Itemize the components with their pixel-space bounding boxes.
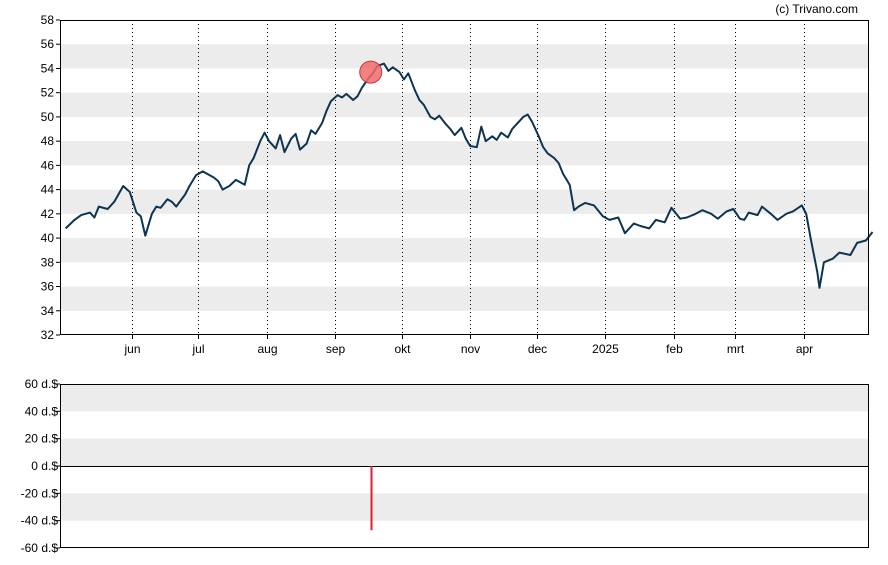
- lower-y-tick-label: -20 d.$: [21, 486, 59, 500]
- price-band: [60, 92, 869, 117]
- price-y-tick-label: 40: [41, 231, 55, 245]
- lower-y-tick-label: 60 d.$: [25, 377, 59, 391]
- price-frame: [60, 20, 869, 335]
- price-y-tick-label: 34: [41, 304, 55, 318]
- lower-y-tick-label: 0 d.$: [31, 459, 58, 473]
- price-band: [60, 141, 869, 166]
- price-panel-bands: [60, 44, 869, 311]
- price-panel-frame: [60, 20, 869, 335]
- price-y-tick-label: 32: [41, 328, 55, 342]
- price-x-tick-label: jul: [191, 342, 204, 356]
- price-x-tick-label: mrt: [727, 342, 745, 356]
- price-y-tick-label: 54: [41, 61, 55, 75]
- price-x-tick-label: okt: [394, 342, 411, 356]
- price-y-axis: 32 34 36 38 40 42 44 46 48 50 52 54 56 58: [41, 13, 60, 342]
- price-band: [60, 44, 869, 69]
- price-x-tick-label: feb: [666, 342, 683, 356]
- price-band: [60, 286, 869, 311]
- price-y-tick-label: 58: [41, 13, 55, 27]
- lower-y-tick-label: 20 d.$: [25, 432, 59, 446]
- price-x-tick-label: dec: [528, 342, 547, 356]
- price-y-tick-label: 48: [41, 134, 55, 148]
- price-y-tick-label: 36: [41, 280, 55, 294]
- price-x-tick-label: jun: [123, 342, 140, 356]
- lower-y-tick-label: -60 d.$: [21, 541, 59, 555]
- price-band: [60, 238, 869, 263]
- watermark: (c) Trivano.com: [775, 2, 858, 16]
- price-y-tick-label: 46: [41, 158, 55, 172]
- price-line: [65, 62, 874, 289]
- price-y-tick-label: 50: [41, 110, 55, 124]
- lower-band: [60, 493, 869, 521]
- price-x-tick-label: 2025: [592, 342, 619, 356]
- price-x-tick-label: sep: [326, 342, 346, 356]
- lower-panel-bands: [60, 384, 869, 521]
- price-series: [65, 62, 874, 289]
- lower-band: [60, 438, 869, 466]
- price-markers: [359, 60, 383, 84]
- lower-y-axis: 60 d.$ 40 d.$ 20 d.$ 0 d.$ -20 d.$ -40 d.$ -60…: [21, 377, 869, 555]
- price-band: [60, 189, 869, 214]
- lower-band: [60, 384, 869, 412]
- lower-panel-frame: [60, 384, 869, 548]
- price-y-tick-label: 44: [41, 183, 55, 197]
- price-y-tick-label: 56: [41, 37, 55, 51]
- price-x-tick-label: apr: [796, 342, 813, 356]
- lower-y-tick-label: 40 d.$: [25, 404, 59, 418]
- price-x-axis: jun jul aug sep okt nov dec 2025 feb mrt apr: [123, 335, 813, 356]
- lower-frame: [60, 384, 869, 548]
- lower-y-tick-label: -40 d.$: [21, 514, 59, 528]
- price-y-tick-label: 42: [41, 207, 55, 221]
- price-y-tick-label: 38: [41, 255, 55, 269]
- price-y-tick-label: 52: [41, 86, 55, 100]
- price-x-tick-label: aug: [257, 342, 277, 356]
- event-marker: [359, 60, 383, 84]
- price-panel-month-grid: [132, 20, 805, 335]
- price-x-tick-label: nov: [461, 342, 480, 356]
